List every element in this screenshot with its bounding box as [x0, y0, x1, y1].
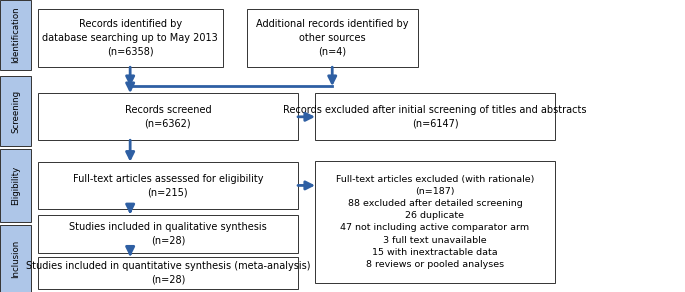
FancyBboxPatch shape — [247, 9, 418, 67]
FancyBboxPatch shape — [0, 225, 31, 292]
Text: Full-text articles assessed for eligibility
(n=215): Full-text articles assessed for eligibil… — [73, 174, 263, 197]
Text: Full-text articles excluded (with rationale)
(n=187)
88 excluded after detailed : Full-text articles excluded (with ration… — [336, 175, 534, 269]
FancyBboxPatch shape — [38, 215, 298, 253]
Text: Records screened
(n=6362): Records screened (n=6362) — [125, 105, 211, 128]
Text: Inclusion: Inclusion — [11, 239, 20, 277]
Text: Identification: Identification — [11, 7, 20, 63]
FancyBboxPatch shape — [38, 257, 298, 289]
FancyBboxPatch shape — [0, 76, 31, 146]
Text: Records excluded after initial screening of titles and abstracts
(n=6147): Records excluded after initial screening… — [283, 105, 587, 128]
Text: Eligibility: Eligibility — [11, 166, 20, 205]
FancyBboxPatch shape — [315, 93, 555, 140]
Text: Records identified by
database searching up to May 2013
(n=6358): Records identified by database searching… — [42, 19, 218, 57]
FancyBboxPatch shape — [315, 161, 555, 283]
FancyBboxPatch shape — [0, 0, 31, 70]
FancyBboxPatch shape — [38, 9, 223, 67]
Text: Studies included in qualitative synthesis
(n=28): Studies included in qualitative synthesi… — [69, 222, 266, 245]
FancyBboxPatch shape — [38, 162, 298, 209]
Text: Studies included in quantitative synthesis (meta-analysis)
(n=28): Studies included in quantitative synthes… — [25, 261, 310, 285]
Text: Screening: Screening — [11, 89, 20, 133]
FancyBboxPatch shape — [0, 149, 31, 222]
Text: Additional records identified by
other sources
(n=4): Additional records identified by other s… — [256, 19, 408, 57]
FancyBboxPatch shape — [38, 93, 298, 140]
